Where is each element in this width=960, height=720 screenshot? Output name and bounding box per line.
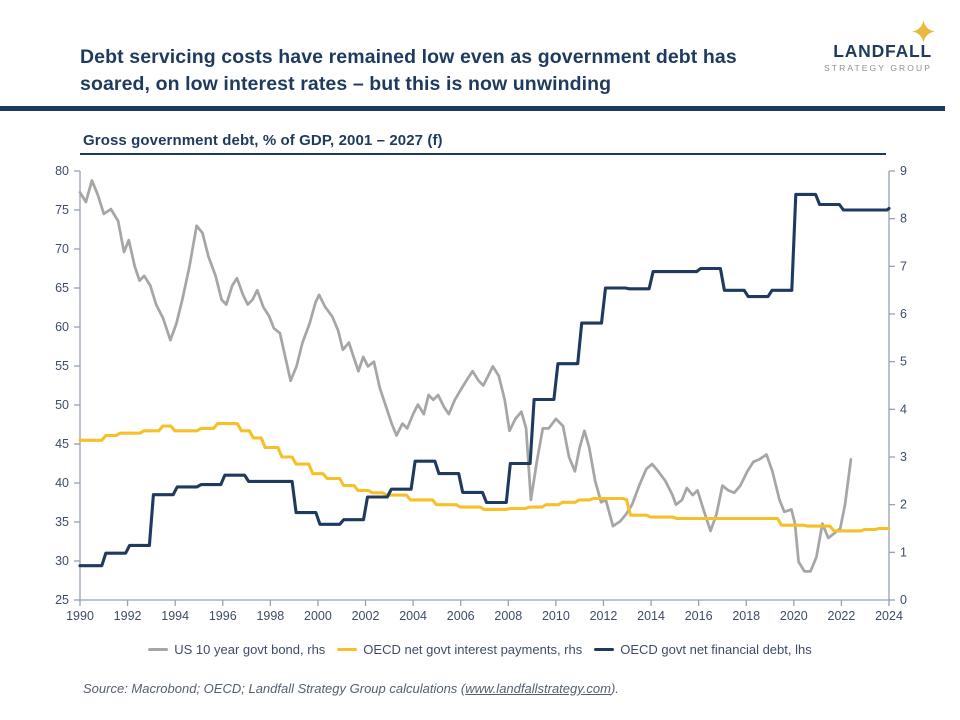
logo-subtitle: STRATEGY GROUP <box>824 63 932 73</box>
svg-text:1994: 1994 <box>161 609 189 623</box>
page-title: Debt servicing costs have remained low e… <box>80 44 800 99</box>
svg-text:35: 35 <box>55 515 69 529</box>
svg-text:80: 80 <box>55 164 69 178</box>
svg-text:1: 1 <box>900 545 907 559</box>
source-text-suffix: ). <box>610 681 619 696</box>
legend-item-us-bond: US 10 year govt bond, rhs <box>148 642 325 657</box>
svg-text:60: 60 <box>55 320 69 334</box>
svg-text:2008: 2008 <box>494 609 522 623</box>
x-axis-ticks: 1990 1992 1994 1996 1998 2000 2002 2004 2006 2008… <box>66 600 903 623</box>
svg-text:2024: 2024 <box>875 609 903 623</box>
legend-key-gold-line-icon <box>337 647 358 652</box>
svg-text:30: 30 <box>55 554 69 568</box>
sparkle-icon <box>912 20 935 43</box>
svg-text:65: 65 <box>55 281 69 295</box>
legend-label-interest-payments: OECD net govt interest payments, rhs <box>363 642 583 657</box>
svg-text:1990: 1990 <box>66 609 94 623</box>
title-divider <box>0 106 945 111</box>
chart-title-underline <box>80 153 886 155</box>
series-lines <box>78 179 891 573</box>
legend-item-net-debt: OECD govt net financial debt, lhs <box>594 642 812 657</box>
landfall-logo: LANDFALL STRATEGY GROUP <box>802 20 935 73</box>
svg-text:5: 5 <box>900 355 907 369</box>
legend-label-net-debt: OECD govt net financial debt, lhs <box>620 642 812 657</box>
svg-text:2018: 2018 <box>732 609 760 623</box>
y-axis-right-ticks: 0 1 2 3 4 5 6 7 8 9 <box>889 164 907 607</box>
svg-text:2014: 2014 <box>637 609 665 623</box>
logo-wordmark: LANDFALL <box>833 41 932 61</box>
svg-text:9: 9 <box>900 164 907 178</box>
y-axis-left-ticks: 25 30 35 40 45 50 55 60 65 70 75 80 <box>55 164 80 607</box>
series-gray-line <box>78 179 853 573</box>
svg-text:2: 2 <box>900 498 907 512</box>
svg-text:1992: 1992 <box>114 609 142 623</box>
source-text: Source: Macrobond; OECD; Landfall Strate… <box>83 681 466 696</box>
svg-text:2016: 2016 <box>685 609 713 623</box>
svg-text:2022: 2022 <box>828 609 856 623</box>
svg-text:2020: 2020 <box>780 609 808 623</box>
page-title-line1: Debt servicing costs have remained low e… <box>80 46 737 68</box>
legend-item-interest-payments: OECD net govt interest payments, rhs <box>337 642 582 657</box>
svg-text:8: 8 <box>900 212 907 226</box>
svg-text:75: 75 <box>55 203 69 217</box>
svg-text:2006: 2006 <box>447 609 475 623</box>
page-title-line2: soared, on low interest rates – but this… <box>80 73 612 96</box>
svg-text:2002: 2002 <box>352 609 380 623</box>
svg-text:2012: 2012 <box>590 609 618 623</box>
series-navy-line <box>78 192 891 568</box>
svg-text:4: 4 <box>900 402 907 416</box>
legend-label-us-bond: US 10 year govt bond, rhs <box>174 642 326 657</box>
source-link[interactable]: www.landfallstrategy.com <box>465 681 611 696</box>
series-gold-line <box>78 422 891 533</box>
svg-text:7: 7 <box>900 259 907 273</box>
chart-title: Gross government debt, % of GDP, 2001 – … <box>83 132 443 149</box>
svg-text:50: 50 <box>55 398 69 412</box>
svg-text:3: 3 <box>900 450 907 464</box>
svg-text:70: 70 <box>55 242 69 256</box>
chart-legend: US 10 year govt bond, rhs OECD net govt … <box>0 642 960 657</box>
source-note: Source: Macrobond; OECD; Landfall Strate… <box>83 681 619 696</box>
svg-text:25: 25 <box>55 593 69 607</box>
svg-text:2000: 2000 <box>304 609 332 623</box>
legend-key-navy-line-icon <box>594 647 615 652</box>
svg-text:45: 45 <box>55 437 69 451</box>
svg-text:2010: 2010 <box>542 609 570 623</box>
svg-text:55: 55 <box>55 359 69 373</box>
svg-text:1996: 1996 <box>209 609 237 623</box>
svg-text:40: 40 <box>55 476 69 490</box>
axes <box>79 171 890 601</box>
svg-text:1998: 1998 <box>256 609 284 623</box>
legend-key-gray-line-icon <box>148 647 169 652</box>
svg-text:0: 0 <box>900 593 907 607</box>
svg-text:6: 6 <box>900 307 907 321</box>
svg-text:2004: 2004 <box>399 609 427 623</box>
